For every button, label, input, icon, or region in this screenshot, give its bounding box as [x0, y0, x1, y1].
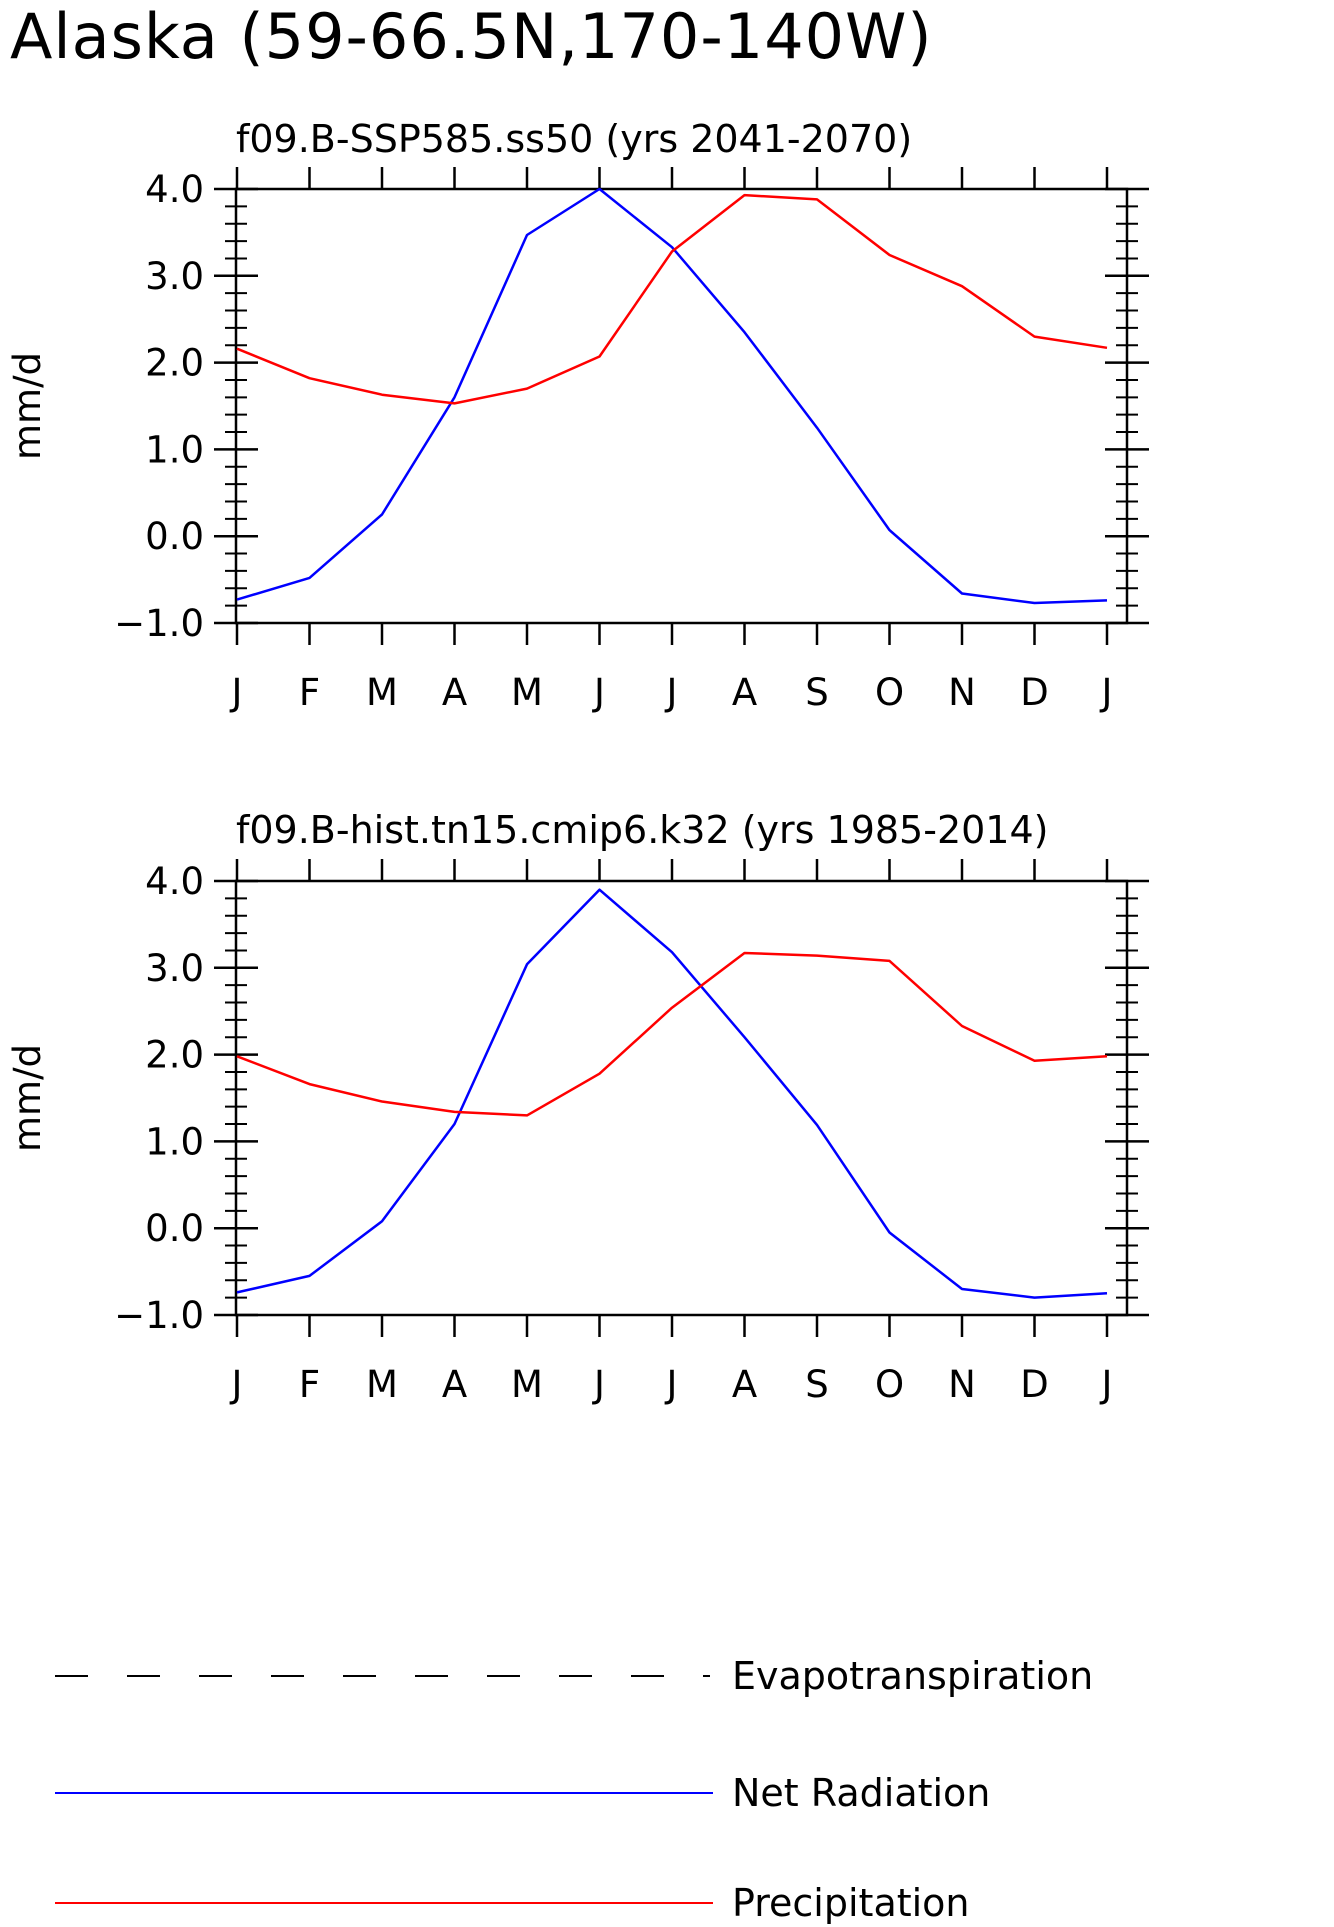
figure-title: Alaska (59-66.5N,170-140W) — [10, 0, 933, 73]
y-axis-label: mm/d — [6, 1044, 49, 1152]
x-tick-label: S — [805, 671, 829, 714]
y-tick-label: 0.0 — [145, 1207, 204, 1250]
x-tick-label: D — [1020, 671, 1049, 714]
plot-frame — [234, 879, 1129, 1317]
x-tick-label: F — [299, 1363, 320, 1406]
series-line-precipitation — [236, 951, 1108, 1117]
x-tick-label: A — [442, 1363, 467, 1406]
x-tick-label: M — [511, 671, 543, 714]
legend-label-precipitation: Precipitation — [732, 1881, 970, 1925]
x-tick-label: J — [230, 671, 243, 714]
x-tick-label: A — [732, 1363, 757, 1406]
x-tick-label: S — [805, 1363, 829, 1406]
chart-panel-ssp585: f09.B-SSP585.ss50 (yrs 2041-2070) mm/d −1.… — [6, 117, 1149, 714]
series-line-net-radiation — [236, 187, 1108, 605]
y-tick-label: 2.0 — [145, 342, 204, 385]
x-tick-label: M — [511, 1363, 543, 1406]
x-tick-label: J — [592, 1363, 605, 1406]
y-tick-label: −1.0 — [114, 1294, 204, 1337]
x-tick-label: N — [948, 671, 976, 714]
y-tick-label: 3.0 — [145, 255, 204, 298]
legend-label-net-radiation: Net Radiation — [732, 1771, 990, 1815]
series-line-precipitation — [236, 193, 1108, 405]
series-line-net-radiation — [236, 888, 1108, 1299]
y-tick-label: 0.0 — [145, 515, 204, 558]
x-tick-label: D — [1020, 1363, 1049, 1406]
plot-frame — [234, 187, 1129, 625]
panel-title: f09.B-hist.tn15.cmip6.k32 (yrs 1985-2014… — [236, 808, 1048, 852]
legend-label-evapotranspiration: Evapotranspiration — [732, 1654, 1093, 1698]
x-tick-label: A — [732, 671, 757, 714]
x-tick-label: A — [442, 671, 467, 714]
legend: Evapotranspiration Net Radiation Precipi… — [55, 1654, 1093, 1925]
y-tick-label: 1.0 — [145, 428, 204, 471]
x-tick-label: F — [299, 671, 320, 714]
y-axis-label: mm/d — [6, 352, 49, 460]
x-tick-label: O — [875, 671, 904, 714]
x-tick-label: J — [665, 671, 678, 714]
x-tick-label: N — [948, 1363, 976, 1406]
y-tick-label: 3.0 — [145, 947, 204, 990]
y-tick-label: 4.0 — [145, 860, 204, 903]
x-tick-label: O — [875, 1363, 904, 1406]
x-tick-label: J — [665, 1363, 678, 1406]
y-tick-label: 4.0 — [145, 168, 204, 211]
x-tick-label: J — [230, 1363, 243, 1406]
x-tick-label: M — [366, 671, 398, 714]
x-tick-label: M — [366, 1363, 398, 1406]
panel-title: f09.B-SSP585.ss50 (yrs 2041-2070) — [236, 117, 912, 161]
x-tick-label: J — [1100, 1363, 1113, 1406]
x-tick-label: J — [592, 671, 605, 714]
y-tick-label: 1.0 — [145, 1120, 204, 1163]
y-tick-label: 2.0 — [145, 1034, 204, 1077]
x-tick-label: J — [1100, 671, 1113, 714]
y-tick-label: −1.0 — [114, 602, 204, 645]
chart-panel-historical: f09.B-hist.tn15.cmip6.k32 (yrs 1985-2014… — [6, 808, 1149, 1406]
